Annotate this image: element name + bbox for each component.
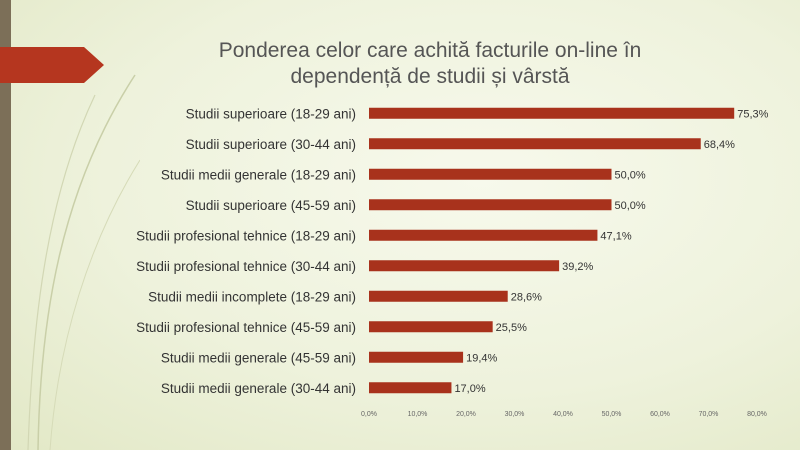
x-tick-label: 50,0% (602, 411, 622, 418)
x-tick-label: 40,0% (553, 411, 573, 418)
value-label: 50,0% (615, 200, 646, 212)
category-label: Studii medii generale (18-29 ani) (161, 167, 356, 182)
category-label: Studii medii generale (45-59 ani) (161, 350, 356, 365)
chart-title-line-2: dependență de studii și vârstă (290, 65, 570, 88)
value-label: 28,6% (511, 291, 542, 303)
category-label: Studii profesional tehnice (18-29 ani) (136, 228, 356, 243)
x-tick-label: 20,0% (456, 411, 476, 418)
x-tick-label: 0,0% (361, 411, 377, 418)
bar (369, 168, 612, 180)
category-label: Studii superioare (45-59 ani) (186, 198, 356, 213)
bar (369, 351, 464, 363)
bar (369, 260, 560, 272)
x-tick-label: 80,0% (747, 411, 767, 418)
category-label: Studii superioare (18-29 ani) (186, 106, 356, 121)
bars (369, 107, 735, 394)
value-label: 68,4% (704, 139, 735, 151)
value-label: 19,4% (466, 352, 497, 364)
value-label: 75,3% (737, 108, 768, 120)
category-label: Studii medii incomplete (18-29 ani) (148, 289, 356, 304)
bar (369, 321, 493, 333)
left-decorative-bar (0, 0, 11, 450)
chart-title-line-1: Ponderea celor care achită facturile on-… (218, 39, 642, 62)
bar (369, 229, 598, 241)
bar (369, 138, 701, 150)
category-labels: Studii superioare (18-29 ani) Studii supe… (136, 106, 356, 396)
category-label: Studii medii generale (30-44 ani) (161, 381, 356, 396)
value-label: 50,0% (615, 169, 646, 181)
bar (369, 290, 508, 302)
x-tick-label: 60,0% (650, 411, 670, 418)
x-axis-ticks: 0,0% 10,0% 20,0% 30,0% 40,0% 50,0% 60,0% 70,0% 8… (361, 411, 767, 418)
x-tick-label: 10,0% (408, 411, 428, 418)
x-tick-label: 30,0% (505, 411, 525, 418)
bar (369, 199, 612, 211)
value-label: 39,2% (562, 261, 593, 273)
value-label: 17,0% (454, 383, 485, 395)
decorative-curves (27, 74, 140, 450)
bar (369, 107, 735, 119)
category-label: Studii profesional tehnice (45-59 ani) (136, 320, 356, 335)
x-tick-label: 70,0% (699, 411, 719, 418)
category-label: Studii superioare (30-44 ani) (186, 137, 356, 152)
value-labels: 75,3% 68,4% 50,0% 50,0% 47,1% 39,2% 28,6% 25,5%… (454, 108, 768, 395)
bar (369, 382, 452, 394)
value-label: 25,5% (496, 322, 527, 334)
chart-title: Ponderea celor care achită facturile on-… (180, 38, 680, 90)
title-arrow-shape (0, 47, 104, 83)
category-label: Studii profesional tehnice (30-44 ani) (136, 259, 356, 274)
value-label: 47,1% (600, 230, 631, 242)
